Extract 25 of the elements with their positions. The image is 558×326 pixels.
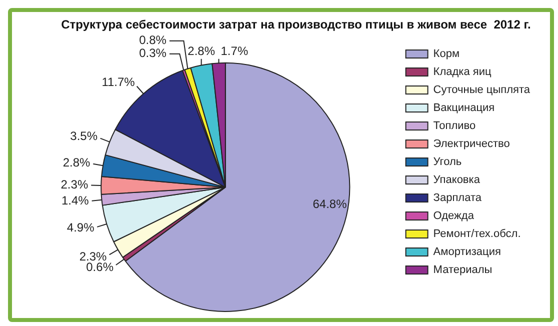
data-label: 2.3% [60, 178, 88, 192]
data-label: 1.4% [61, 194, 90, 208]
chart-title: Структура себестоимости затрат на производство птицы в живом весе 2012 г. [61, 18, 531, 32]
legend-label: Корм [433, 48, 460, 60]
data-label: 64.8% [312, 197, 348, 212]
data-label: 4.9% [66, 220, 95, 235]
legend-label: Одежда [433, 210, 475, 222]
data-label: 0.8% [139, 33, 167, 48]
legend-label: Вакцинация [433, 102, 495, 114]
data-label: 1.7% [220, 44, 248, 58]
data-label: 3.5% [70, 128, 98, 143]
legend-label: Материалы [433, 264, 492, 276]
legend-label: Электричество [433, 138, 510, 150]
data-label: 0.3% [139, 46, 167, 60]
data-label: 2.8% [188, 44, 216, 58]
legend-label: Кладка яиц [433, 66, 492, 78]
legend-label: Топливо [433, 120, 476, 132]
legend-label: Уголь [433, 156, 462, 168]
legend-label: Зарплата [433, 192, 482, 204]
data-label: 11.7% [102, 74, 136, 89]
legend-label: Упаковка [433, 174, 481, 186]
data-label: 2.8% [62, 155, 91, 170]
legend-label: Суточные цыплята [433, 84, 531, 96]
legend-label: Ремонт/тех.обсл. [433, 228, 521, 240]
legend-label: Амортизация [433, 246, 501, 258]
